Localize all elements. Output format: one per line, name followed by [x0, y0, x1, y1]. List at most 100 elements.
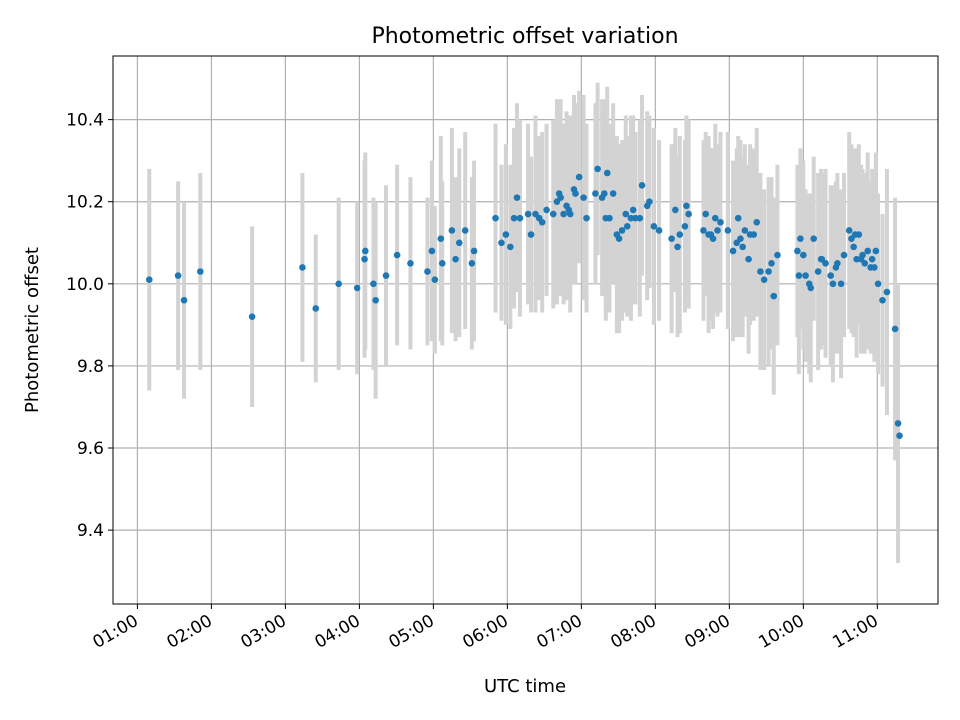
- data-point: [672, 206, 679, 214]
- data-point: [197, 268, 204, 275]
- data-point: [594, 165, 601, 173]
- data-point: [437, 235, 445, 242]
- data-point: [601, 190, 608, 197]
- data-point: [683, 202, 690, 210]
- data-point: [883, 288, 891, 296]
- data-point: [850, 243, 857, 251]
- data-point: [872, 247, 880, 255]
- y-axis-ticks: 9.4 9.6 9.8 10.0 10.2 10.4: [66, 111, 113, 541]
- data-point: [498, 239, 505, 247]
- data-point: [618, 227, 626, 234]
- y-tick-label: 9.6: [77, 439, 104, 459]
- data-point: [174, 272, 182, 279]
- data-point: [859, 251, 866, 259]
- data-point: [407, 259, 414, 267]
- data-point: [724, 227, 732, 234]
- data-point: [299, 264, 306, 271]
- data-point: [794, 247, 801, 255]
- data-point: [896, 432, 903, 440]
- data-point: [891, 325, 899, 333]
- data-point: [549, 210, 557, 218]
- data-point: [685, 210, 692, 218]
- y-tick-label: 9.8: [77, 357, 104, 377]
- plot-frame: [112, 55, 939, 605]
- data-point: [502, 231, 510, 238]
- data-point: [609, 190, 617, 197]
- data-point: [861, 259, 869, 267]
- data-point: [335, 280, 342, 288]
- data-point: [431, 276, 439, 284]
- data-point: [513, 194, 521, 201]
- data-point: [361, 255, 368, 263]
- data-point: [592, 190, 599, 197]
- data-point: [492, 214, 499, 222]
- data-point: [753, 218, 761, 226]
- data-point: [448, 227, 456, 234]
- data-point: [455, 239, 463, 247]
- y-axis-label: Photometric offset: [22, 247, 43, 413]
- data-point: [700, 227, 707, 234]
- data-point: [800, 251, 807, 259]
- data-point: [845, 227, 853, 234]
- data-point: [737, 235, 744, 242]
- data-point: [424, 268, 431, 275]
- data-point: [894, 420, 902, 427]
- data-point: [797, 235, 804, 242]
- data-point: [452, 255, 459, 263]
- data-point: [516, 214, 524, 222]
- data-point: [622, 210, 630, 218]
- data-point: [827, 272, 835, 279]
- data-point: [807, 284, 815, 292]
- data-point: [668, 235, 675, 242]
- data-point: [814, 268, 822, 275]
- data-point: [770, 292, 778, 300]
- data-point: [393, 251, 401, 259]
- data-point: [468, 259, 476, 267]
- data-point: [510, 214, 518, 222]
- data-point: [557, 194, 564, 201]
- data-point: [768, 259, 775, 267]
- data-point: [438, 259, 446, 267]
- data-point: [879, 296, 886, 304]
- data-point: [681, 223, 689, 230]
- data-point: [180, 296, 188, 304]
- data-point: [802, 272, 809, 279]
- data-point: [372, 296, 379, 304]
- data-point: [560, 210, 567, 218]
- data-point: [382, 272, 390, 279]
- data-point: [760, 276, 768, 284]
- y-tick-label: 10.2: [66, 193, 104, 213]
- data-point: [750, 231, 758, 238]
- data-point: [702, 210, 709, 218]
- data-point: [868, 255, 876, 263]
- data-point: [636, 214, 644, 222]
- data-point: [370, 280, 377, 288]
- data-point: [855, 231, 863, 238]
- data-point: [829, 280, 837, 288]
- data-point: [428, 247, 436, 255]
- data-point: [145, 276, 153, 284]
- data-point: [572, 190, 579, 197]
- chart-title: Photometric offset variation: [371, 24, 678, 49]
- data-point: [623, 223, 631, 230]
- data-point: [834, 259, 841, 267]
- data-point: [714, 227, 721, 234]
- data-point: [837, 280, 845, 288]
- y-tick-label: 9.4: [77, 521, 104, 541]
- data-point: [524, 210, 532, 218]
- data-point: [606, 214, 613, 222]
- data-point: [757, 268, 764, 275]
- data-point: [676, 231, 684, 238]
- data-point: [745, 255, 752, 263]
- y-tick-label: 10.0: [66, 275, 104, 295]
- data-points: [145, 165, 903, 440]
- x-axis-label: UTC time: [484, 676, 566, 697]
- data-point: [810, 235, 817, 242]
- data-point: [709, 235, 717, 242]
- data-point: [674, 243, 681, 251]
- data-point: [795, 272, 803, 279]
- data-point: [580, 194, 587, 201]
- data-point: [655, 227, 663, 234]
